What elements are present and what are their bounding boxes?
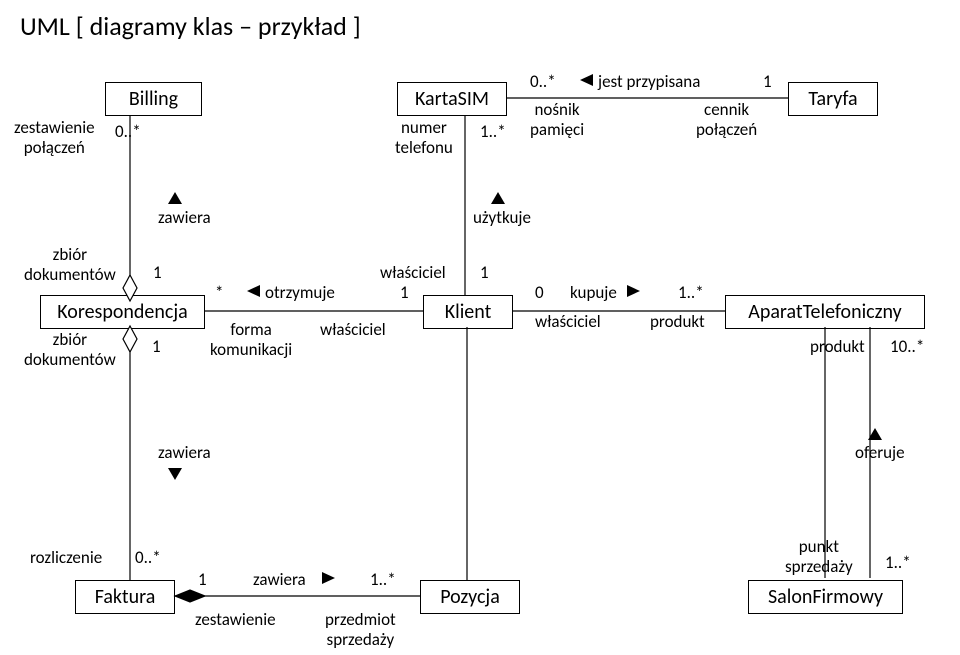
label-numer-telefonu: numer telefonu: [395, 118, 453, 157]
label-zawiera3: zawiera: [253, 570, 306, 590]
label-zbior-dok1: zbiór dokumentów: [24, 245, 116, 284]
class-taryfa: Taryfa: [788, 82, 878, 116]
label-zestawienie: zestawienie: [195, 610, 276, 630]
label-one1: 1: [763, 72, 772, 92]
label-punkt-sprzedazy: punkt sprzedaży: [785, 537, 853, 576]
label-oferuje: oferuje: [855, 443, 905, 463]
label-rozliczenie: rozliczenie: [30, 548, 102, 568]
label-star: *: [215, 283, 223, 303]
class-kartasim: KartaSIM: [397, 82, 507, 116]
label-zawiera2: zawiera: [158, 443, 211, 463]
label-one6: 1: [198, 570, 207, 590]
class-aparat: AparatTelefoniczny: [725, 295, 925, 329]
class-pozycja: Pozycja: [420, 580, 520, 614]
label-one-star3: 1..*: [370, 570, 396, 590]
class-korespondencja: Korespondencja: [40, 295, 205, 329]
label-zawiera1: zawiera: [158, 208, 211, 228]
label-wlasciciel-top: właściciel: [380, 263, 446, 283]
label-uzytkuje: użytkuje: [473, 208, 531, 228]
label-one4: 1: [480, 263, 489, 283]
label-jest-przypisana: jest przypisana: [598, 72, 700, 92]
label-zbior-dok2: zbiór dokumentów: [24, 330, 116, 369]
label-wlasciciel-right: właściciel: [320, 320, 386, 340]
label-zero: 0: [535, 283, 544, 303]
class-klient: Klient: [423, 295, 513, 329]
label-zero-star1: 0..*: [115, 122, 141, 142]
label-zero-star2: 0..*: [530, 72, 556, 92]
label-zero-star3: 0..*: [135, 548, 161, 568]
label-produkt2: produkt: [810, 337, 865, 357]
class-faktura: Faktura: [75, 580, 175, 614]
label-zestawienie-polaczen: zestawienie połączeń: [14, 118, 95, 157]
label-one-star4: 1..*: [885, 553, 911, 573]
label-wlasciciel-mid: właściciel: [535, 312, 601, 332]
label-kupuje: kupuje: [570, 283, 617, 303]
label-przedmiot-sprzedazy: przedmiot sprzedaży: [325, 610, 396, 649]
page-title: UML [ diagramy klas – przykład ]: [20, 10, 361, 42]
label-produkt1: produkt: [650, 312, 705, 332]
label-one5: 1: [152, 337, 161, 357]
label-cennik-polaczen: cennik połączeń: [696, 100, 757, 139]
label-one2: 1: [153, 263, 162, 283]
label-otrzymuje: otrzymuje: [265, 283, 335, 303]
label-one3: 1: [400, 283, 409, 303]
label-one-star1: 1..*: [480, 122, 506, 142]
label-ten-star: 10..*: [890, 337, 924, 357]
class-billing: Billing: [105, 82, 202, 116]
class-salon: SalonFirmowy: [748, 580, 903, 614]
label-forma-komunikacji: forma komunikacji: [210, 320, 292, 359]
label-nosnik-pamieci: nośnik pamięci: [530, 100, 584, 139]
label-one-star2: 1..*: [678, 283, 704, 303]
